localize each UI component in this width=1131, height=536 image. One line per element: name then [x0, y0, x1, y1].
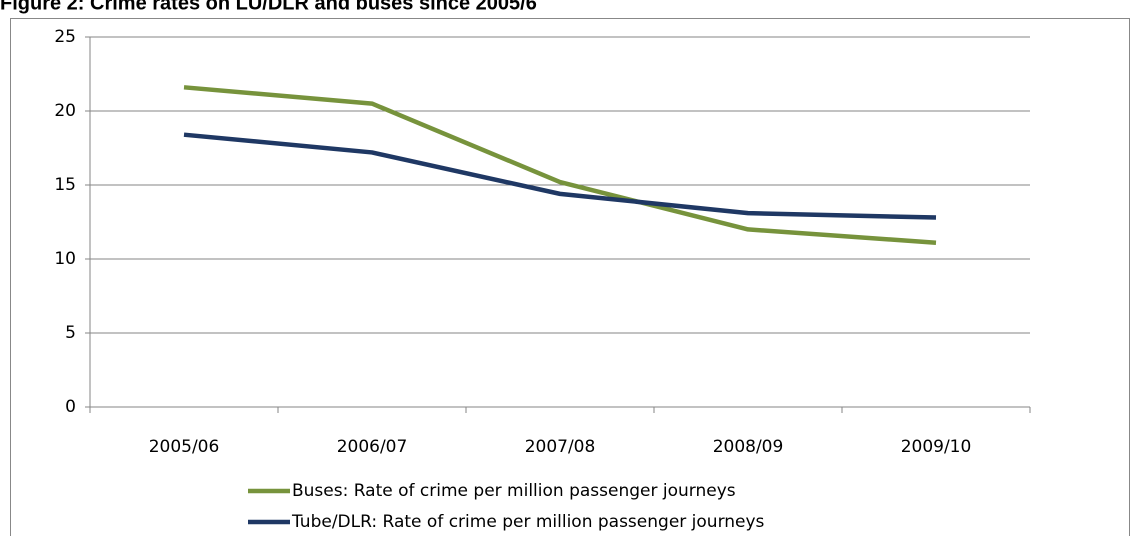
y-tick-label: 10 — [54, 249, 76, 269]
x-tick-label: 2008/09 — [713, 437, 784, 457]
legend-label: Buses: Rate of crime per million passeng… — [292, 481, 736, 501]
legend-label: Tube/DLR: Rate of crime per million pass… — [291, 512, 765, 532]
y-tick-label: 0 — [65, 397, 76, 417]
x-tick-label: 2006/07 — [337, 437, 408, 457]
y-tick-label: 5 — [65, 323, 76, 343]
series-line — [183, 85, 937, 245]
x-tick-label: 2009/10 — [901, 437, 972, 457]
series-line — [183, 132, 937, 220]
y-tick-label: 25 — [54, 27, 76, 47]
x-tick-label: 2007/08 — [525, 437, 596, 457]
y-tick-label: 20 — [54, 101, 76, 121]
x-tick-label: 2005/06 — [149, 437, 220, 457]
chart-title: Figure 2: Crime rates on LU/DLR and buse… — [0, 0, 537, 14]
y-tick-label: 15 — [54, 175, 76, 195]
chart-border — [10, 18, 1130, 536]
